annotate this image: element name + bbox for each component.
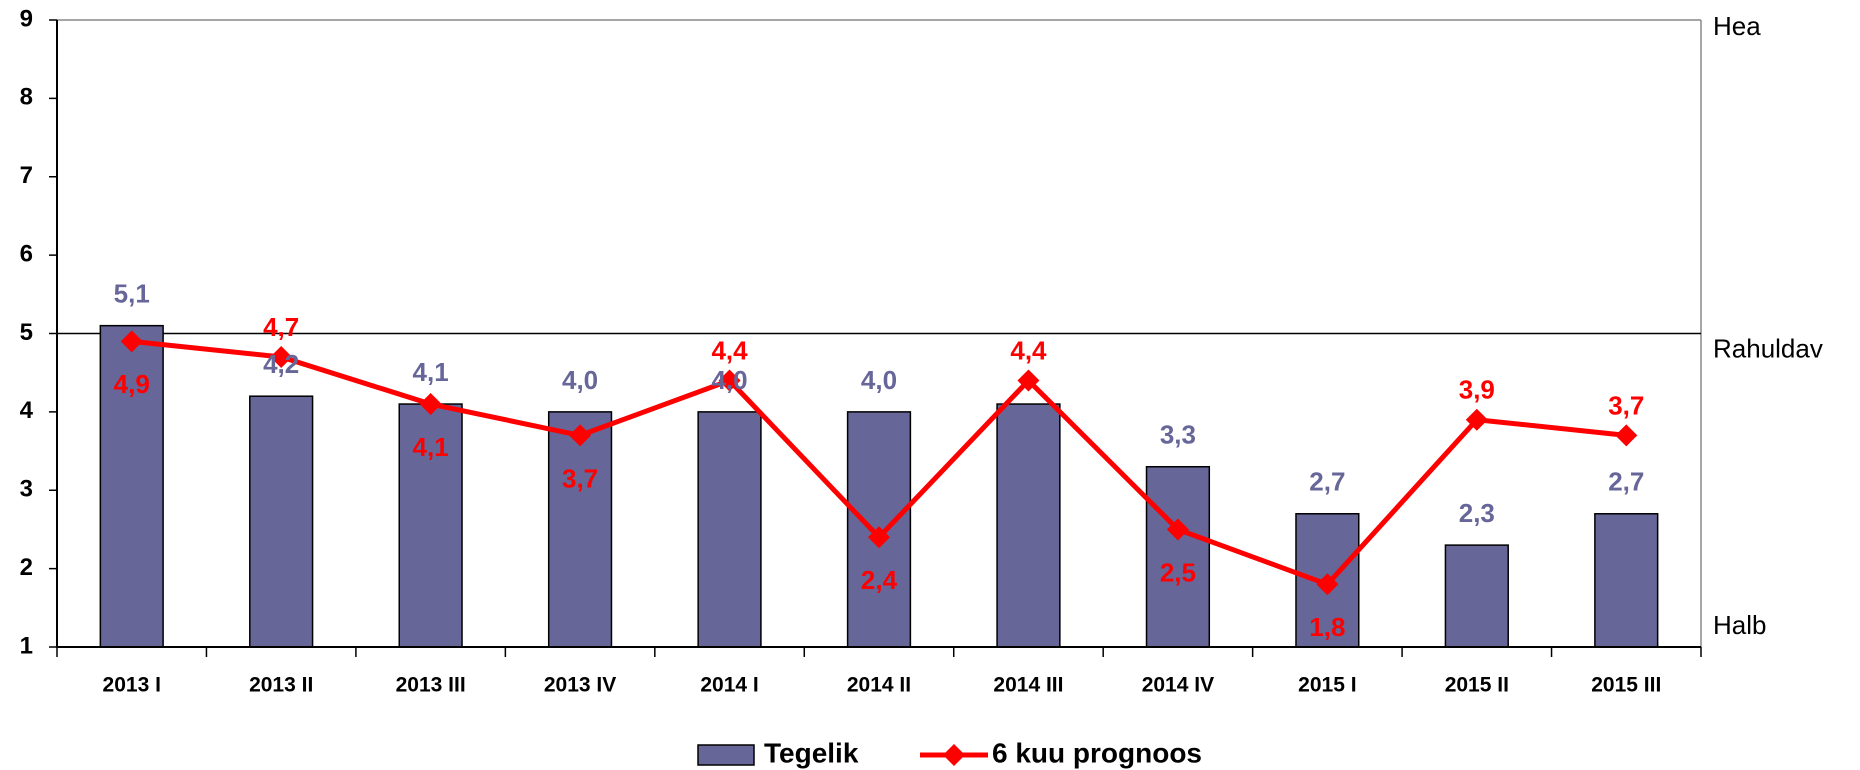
- y-tick-label: 1: [20, 632, 33, 659]
- bar: [846, 411, 912, 648]
- bar-value-label: 5,1: [114, 279, 150, 309]
- marker: [1316, 573, 1339, 596]
- y-tick-label: 2: [20, 554, 33, 581]
- legend-label: Tegelik: [764, 737, 859, 768]
- marker: [120, 330, 143, 353]
- x-tick-label: 2015 III: [1591, 674, 1661, 697]
- marker: [419, 393, 442, 416]
- line-value-label: 2,5: [1160, 557, 1196, 587]
- annotation: Hea: [1713, 11, 1761, 41]
- bar: [1594, 513, 1659, 648]
- bar: [697, 411, 762, 648]
- bar: [398, 403, 463, 648]
- line-value-label: 4,7: [263, 312, 299, 342]
- x-tick-label: 2015 I: [1298, 674, 1356, 697]
- bar: [1145, 465, 1211, 648]
- line-value-label: 3,7: [562, 463, 598, 493]
- marker: [868, 526, 890, 549]
- bar-value-label: 2,7: [1309, 467, 1345, 497]
- x-tick-label: 2014 III: [993, 674, 1063, 697]
- marker: [569, 424, 592, 447]
- marker: [1017, 369, 1040, 392]
- x-tick-label: 2013 I: [103, 674, 161, 697]
- y-tick-label: 6: [20, 240, 33, 267]
- legend-swatch: [697, 744, 755, 766]
- x-tick-label: 2014 II: [847, 674, 911, 697]
- y-tick-label: 5: [20, 319, 33, 346]
- y-tick-label: 4: [20, 397, 34, 424]
- bar: [1444, 544, 1509, 648]
- marker: [1465, 408, 1488, 431]
- x-tick-label: 2013 III: [396, 674, 466, 697]
- line-value-label: 1,8: [1309, 612, 1345, 642]
- bar: [99, 324, 164, 648]
- x-tick-label: 2014 I: [700, 674, 758, 697]
- line-value-label: 2,4: [861, 565, 898, 595]
- bar-value-label: 4,2: [263, 349, 299, 379]
- marker: [718, 369, 741, 392]
- legend-label: 6 kuu prognoos: [992, 737, 1202, 768]
- annotation: Rahuldav: [1713, 333, 1823, 363]
- bar: [996, 403, 1061, 648]
- bar-value-label: 4,0: [711, 365, 747, 395]
- marker: [1615, 424, 1638, 447]
- line-value-label: 4,9: [114, 369, 150, 399]
- line-value-label: 4,1: [413, 432, 449, 462]
- y-tick-label: 3: [20, 476, 33, 503]
- line-value-label: 3,7: [1608, 390, 1644, 420]
- bar: [547, 411, 613, 648]
- bar-value-label: 2,3: [1459, 498, 1495, 528]
- line-value-label: 3,9: [1459, 375, 1495, 405]
- bar-value-label: 2,7: [1608, 467, 1644, 497]
- bar-value-label: 4,0: [562, 365, 598, 395]
- bar: [249, 395, 314, 648]
- line-value-label: 4,4: [711, 335, 748, 365]
- y-tick-label: 7: [20, 162, 33, 189]
- x-tick-label: 2015 II: [1445, 674, 1509, 697]
- x-tick-label: 2013 IV: [544, 674, 616, 697]
- y-tick-label: 9: [20, 5, 33, 32]
- annotation: Halb: [1713, 610, 1766, 640]
- bar-value-label: 4,0: [861, 365, 897, 395]
- line-value-label: 4,4: [1010, 335, 1047, 365]
- bar-value-label: 3,3: [1160, 420, 1196, 450]
- x-tick-label: 2013 II: [249, 674, 313, 697]
- legend-marker: [943, 744, 965, 766]
- marker: [270, 346, 293, 369]
- y-tick-label: 8: [20, 84, 33, 111]
- x-tick-label: 2014 IV: [1142, 674, 1214, 697]
- marker: [1166, 518, 1189, 541]
- bar-value-label: 4,1: [413, 357, 449, 387]
